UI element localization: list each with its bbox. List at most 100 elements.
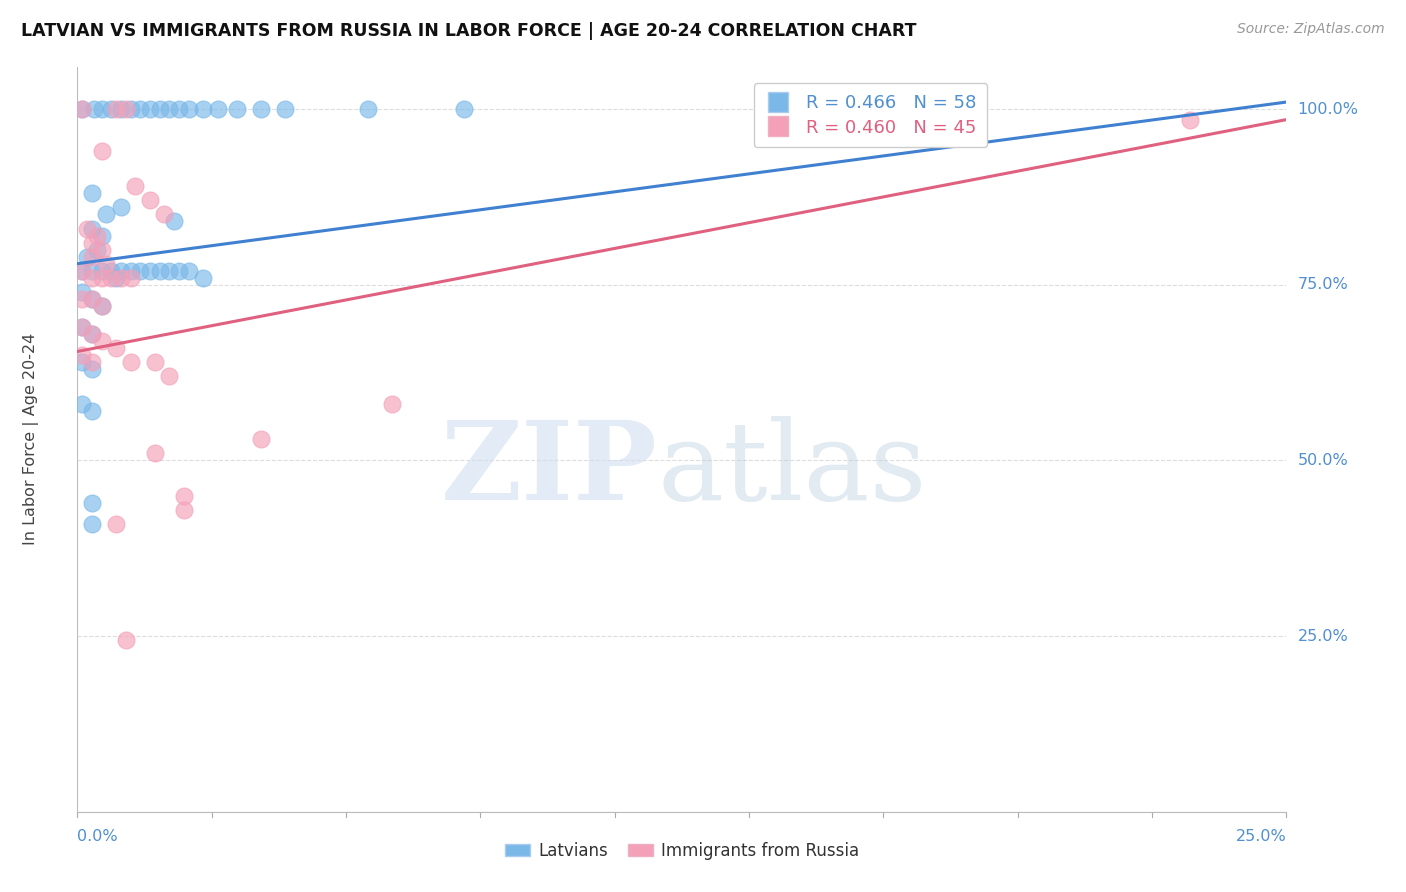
Legend: Latvians, Immigrants from Russia: Latvians, Immigrants from Russia [498,836,866,867]
Point [207,102,229,116]
Point [1178,112,1201,127]
Point [90,228,112,243]
Point [163,214,186,228]
Point [191,270,214,285]
Point [90,270,112,285]
Point [83,102,105,116]
Point [70,285,93,299]
Point [173,489,195,503]
Point [80,235,103,250]
Point [90,102,112,116]
Point [70,263,93,277]
Point [250,433,273,447]
Point [90,263,112,277]
Point [90,243,112,257]
Point [80,186,103,201]
Point [148,263,170,277]
Point [110,102,132,116]
Point [124,179,146,194]
Point [90,145,112,159]
Text: In Labor Force | Age 20-24: In Labor Force | Age 20-24 [22,334,38,545]
Point [80,355,103,369]
Point [80,495,103,509]
Point [143,355,166,369]
Point [177,263,200,277]
Text: ZIP: ZIP [441,416,658,523]
Point [86,228,108,243]
Point [96,207,118,221]
Text: 25.0%: 25.0% [1298,629,1348,643]
Point [100,263,122,277]
Point [80,221,103,235]
Point [120,270,142,285]
Point [80,270,103,285]
Point [114,102,136,116]
Point [86,243,108,257]
Point [120,102,142,116]
Point [105,341,128,355]
Text: 50.0%: 50.0% [1298,453,1348,468]
Point [90,334,112,348]
Point [76,250,98,264]
Point [80,404,103,418]
Point [157,263,180,277]
Point [157,102,180,116]
Point [70,355,93,369]
Point [80,326,103,341]
Point [110,201,132,215]
Text: 75.0%: 75.0% [1298,277,1348,293]
Point [120,355,142,369]
Point [70,319,93,334]
Point [70,319,93,334]
Text: 25.0%: 25.0% [1236,830,1286,845]
Text: Source: ZipAtlas.com: Source: ZipAtlas.com [1237,22,1385,37]
Text: 100.0%: 100.0% [1298,102,1358,117]
Point [80,292,103,306]
Point [167,102,190,116]
Point [90,299,112,313]
Point [76,221,98,235]
Point [356,102,378,116]
Text: LATVIAN VS IMMIGRANTS FROM RUSSIA IN LABOR FORCE | AGE 20-24 CORRELATION CHART: LATVIAN VS IMMIGRANTS FROM RUSSIA IN LAB… [21,22,917,40]
Point [80,516,103,531]
Point [80,362,103,376]
Point [148,102,170,116]
Point [70,397,93,411]
Point [70,263,93,277]
Point [173,502,195,516]
Point [157,369,180,384]
Point [100,102,122,116]
Point [100,270,122,285]
Point [80,250,103,264]
Point [139,102,162,116]
Point [453,102,475,116]
Point [114,632,136,647]
Point [250,102,273,116]
Point [105,516,128,531]
Point [143,446,166,460]
Point [129,263,152,277]
Point [139,263,162,277]
Point [167,263,190,277]
Point [96,257,118,271]
Point [80,326,103,341]
Point [129,102,152,116]
Point [80,292,103,306]
Point [70,102,93,116]
Point [139,194,162,208]
Point [105,102,128,116]
Point [110,270,132,285]
Point [70,102,93,116]
Point [274,102,297,116]
Point [90,299,112,313]
Point [105,270,128,285]
Point [177,102,200,116]
Point [191,102,214,116]
Text: 0.0%: 0.0% [77,830,118,845]
Point [153,207,176,221]
Point [120,263,142,277]
Text: atlas: atlas [658,416,928,523]
Point [80,263,103,277]
Point [110,263,132,277]
Point [70,348,93,362]
